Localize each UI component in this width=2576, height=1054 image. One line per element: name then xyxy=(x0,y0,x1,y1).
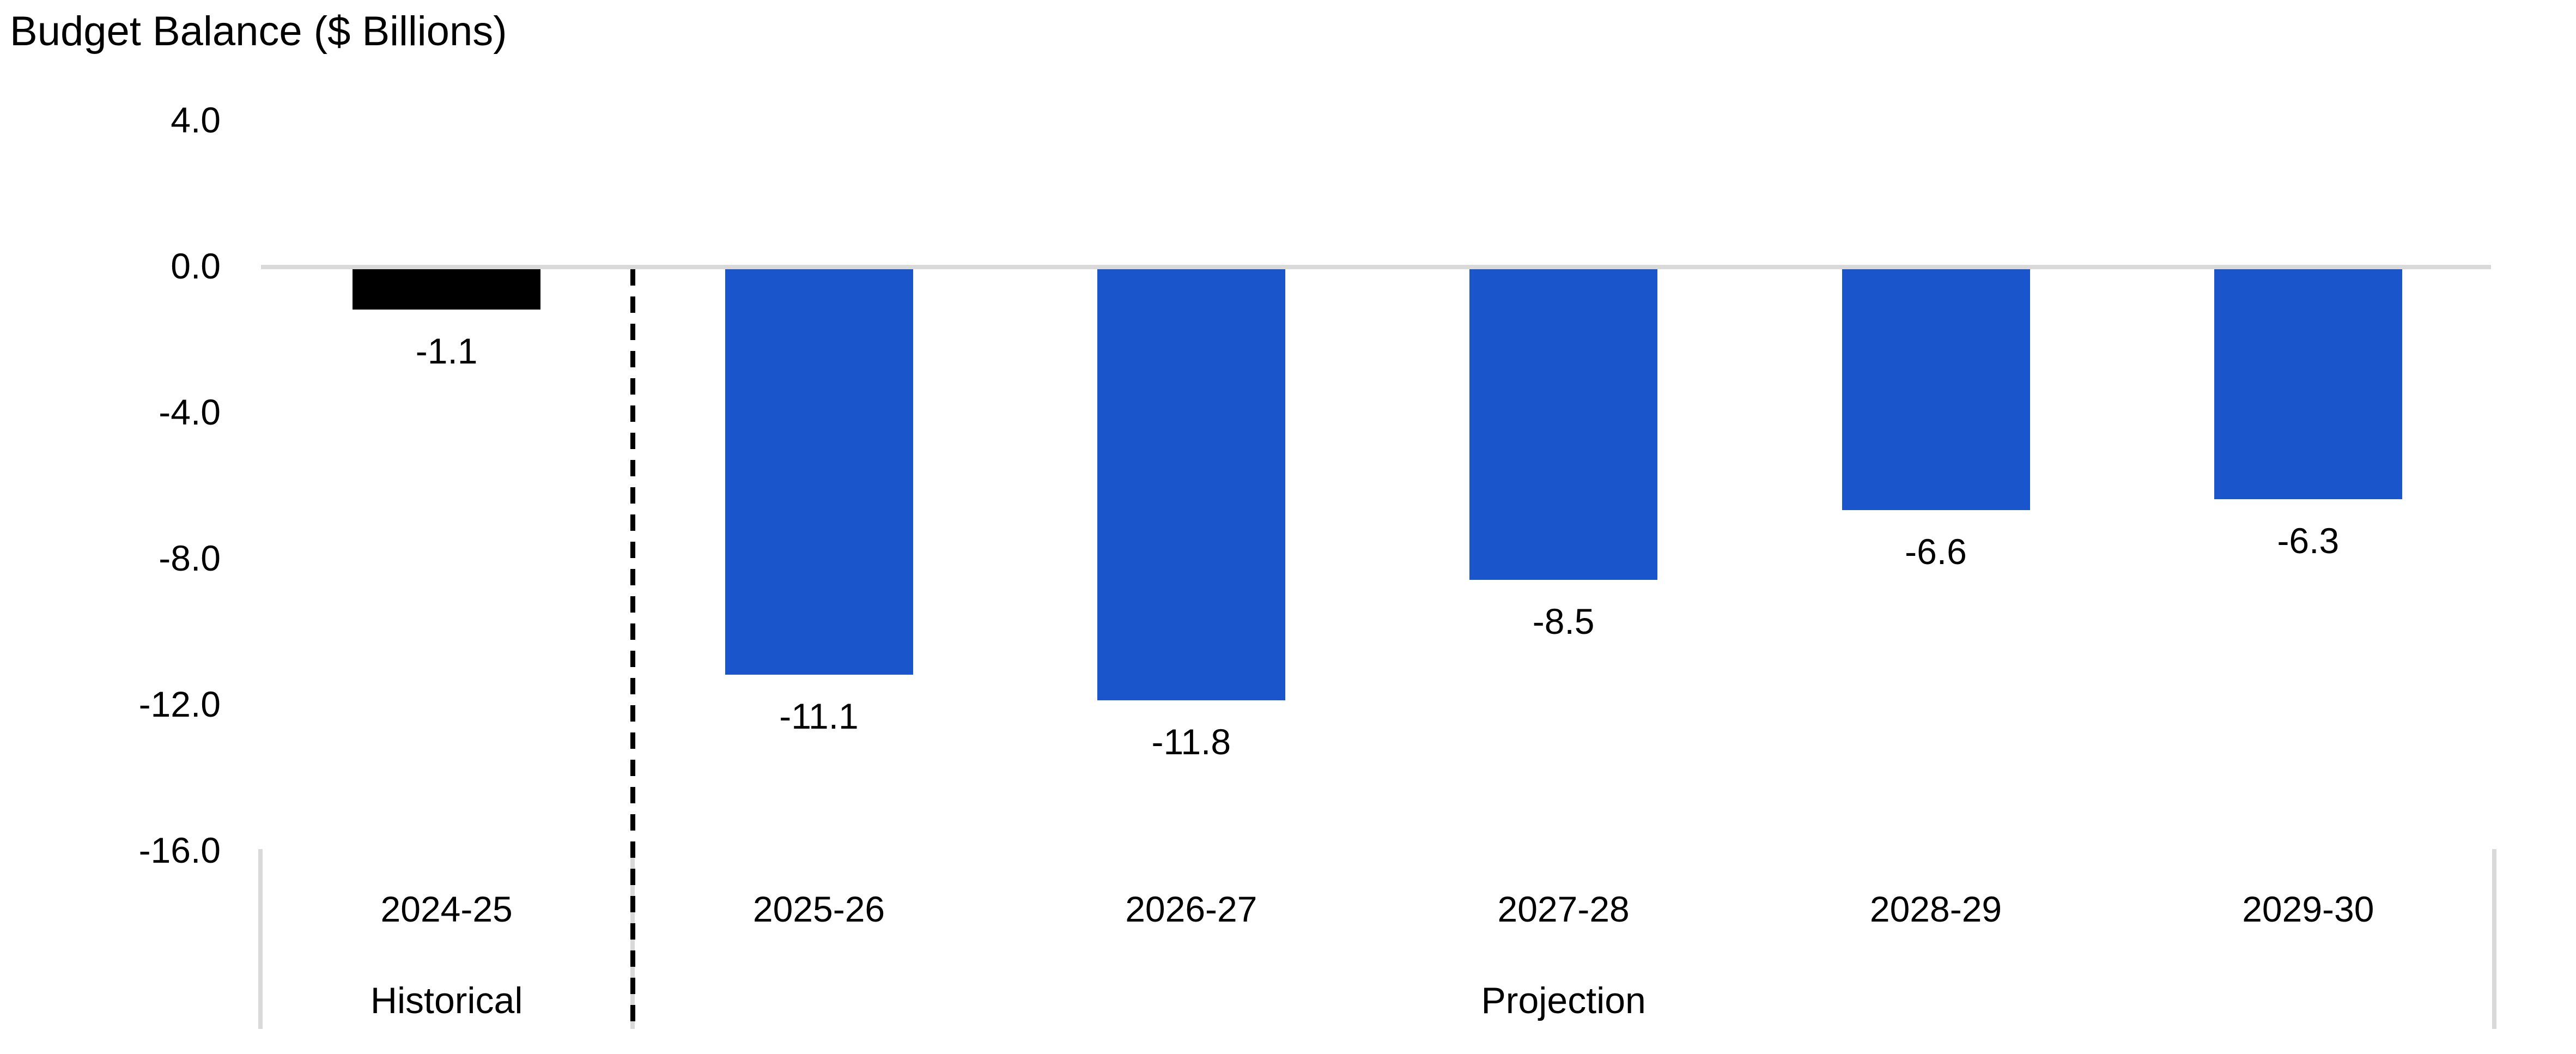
bar-value-label-2024-25: -1.1 xyxy=(415,330,478,371)
bar-value-label-2025-26: -11.1 xyxy=(779,695,859,736)
y-axis-tick-label--16.0: -16.0 xyxy=(138,830,221,870)
y-axis-tick-label--8.0: -8.0 xyxy=(159,538,221,578)
bar-value-label-2027-28: -8.5 xyxy=(1532,601,1595,641)
bar-value-label-2029-30: -6.3 xyxy=(2277,520,2340,561)
bar-2027-28 xyxy=(1469,269,1658,580)
bar-value-label-2028-29: -6.6 xyxy=(1905,531,1967,572)
historical-projection-divider xyxy=(630,269,635,1031)
y-axis-tick-label-0.0: 0.0 xyxy=(171,246,221,286)
x-axis-label-2024-25: 2024-25 xyxy=(380,889,513,929)
bar-value-label-2026-27: -11.8 xyxy=(1151,721,1231,762)
y-axis-tick-label--12.0: -12.0 xyxy=(138,684,221,724)
x-axis-label-2028-29: 2028-29 xyxy=(1869,889,2002,929)
y-axis-tick-label-4.0: 4.0 xyxy=(171,100,221,140)
axis-separator-right xyxy=(2492,849,2496,1029)
bar-2028-29 xyxy=(1842,269,2030,511)
bar-2024-25 xyxy=(353,269,541,310)
axis-separator-left xyxy=(258,849,263,1029)
bar-2029-30 xyxy=(2214,269,2402,500)
x-axis-label-2027-28: 2027-28 xyxy=(1497,889,1630,929)
x-axis-label-2029-30: 2029-30 xyxy=(2242,889,2374,929)
zero-gridline xyxy=(261,265,2491,269)
y-axis-tick-label--4.0: -4.0 xyxy=(159,392,221,432)
x-axis-label-2026-27: 2026-27 xyxy=(1125,889,1257,929)
bar-2025-26 xyxy=(725,269,913,675)
group-label-historical: Historical xyxy=(370,980,523,1021)
chart-title: Budget Balance ($ Billions) xyxy=(10,8,507,54)
bar-2026-27 xyxy=(1097,269,1285,700)
x-axis-label-2025-26: 2025-26 xyxy=(752,889,885,929)
group-label-projection: Projection xyxy=(1481,980,1646,1021)
